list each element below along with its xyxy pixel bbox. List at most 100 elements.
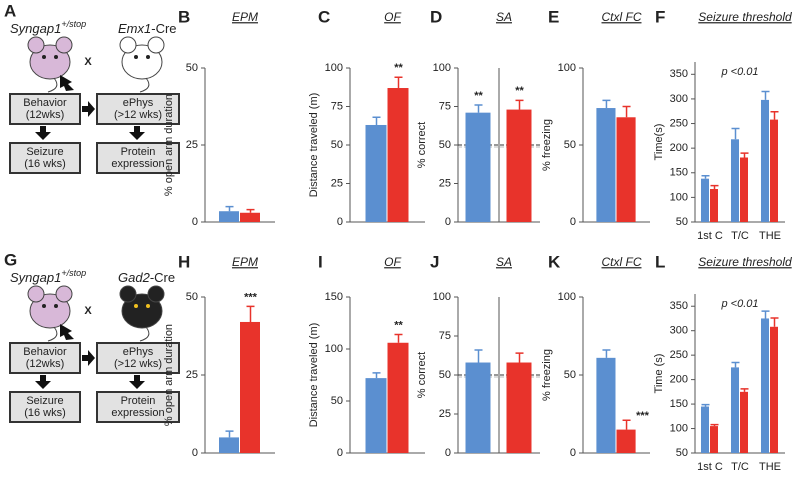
box-label: Behavior	[23, 97, 67, 109]
error-bar	[701, 174, 710, 179]
mouse-ear	[119, 285, 137, 303]
box-label: (16 wks)	[24, 158, 66, 170]
gene: Syngap1	[10, 270, 61, 285]
bar	[506, 362, 532, 453]
bar	[710, 189, 718, 222]
y-tick-label: 75	[331, 100, 343, 112]
y-tick-label: 100	[670, 191, 688, 203]
chart-title: SA	[496, 10, 512, 24]
annotation: p <0.01	[720, 298, 758, 310]
box	[96, 391, 180, 423]
bar	[365, 378, 387, 453]
panel-letter: H	[178, 252, 190, 271]
error-bar	[225, 430, 234, 438]
error-bar	[225, 205, 234, 212]
chart-title: EPM	[232, 255, 258, 269]
y-tick-label: 150	[670, 398, 688, 410]
error-bar	[710, 423, 719, 427]
chart-title: EPM	[232, 10, 258, 24]
suffix: -Cre	[150, 270, 175, 285]
error-bar	[246, 305, 255, 322]
y-tick-label: 75	[439, 330, 451, 342]
bar	[596, 108, 616, 222]
y-tick-label: 50	[439, 369, 451, 381]
box-label: (>12 wks)	[114, 358, 162, 370]
mouse-eye	[146, 304, 150, 308]
box-label: (12wks)	[26, 358, 65, 370]
box-label: ePhys	[123, 346, 154, 358]
y-tick-label: 0	[445, 447, 451, 459]
panel-letter: K	[548, 252, 561, 271]
y-tick-label: 50	[676, 447, 688, 459]
mouse-eye	[134, 55, 138, 59]
y-tick-label: 100	[433, 62, 451, 74]
significance-label: **	[515, 85, 524, 97]
arrow	[82, 350, 95, 366]
mouse-ear	[55, 36, 73, 54]
y-tick-label: 200	[670, 374, 688, 386]
bar	[770, 119, 778, 222]
y-tick-label: 0	[337, 216, 343, 228]
arrow	[60, 324, 74, 340]
y-axis-label: Distance traveled (m)	[308, 323, 320, 428]
y-tick-label: 25	[439, 408, 451, 420]
bar	[761, 99, 769, 222]
suffix: -Cre	[151, 21, 176, 36]
bar	[506, 109, 532, 222]
y-tick-label: 150	[325, 291, 343, 303]
y-tick-label: 50	[331, 395, 343, 407]
box	[9, 391, 81, 423]
cross: X	[84, 305, 92, 317]
y-tick-label: 0	[570, 447, 576, 459]
panel-letter: C	[318, 7, 330, 26]
y-axis-label: % open arm duration	[163, 94, 175, 196]
error-bar	[701, 403, 710, 407]
box-label: Protein	[121, 146, 156, 158]
allele: +/stop	[61, 19, 86, 29]
bar	[240, 321, 260, 453]
chart-title: Ctxl FC	[602, 10, 642, 24]
x-tick-label: THE	[759, 230, 781, 242]
significance-label: **	[474, 90, 483, 102]
chart: L Seizure threshold Time (s) 50 100 150 200 250…	[653, 252, 792, 472]
panel-letter: D	[430, 7, 442, 26]
bar	[219, 437, 239, 453]
error-bar	[770, 317, 779, 327]
error-bar	[740, 152, 749, 158]
error-bar	[372, 372, 381, 379]
arrow	[129, 375, 145, 389]
bar	[616, 429, 636, 453]
cross: X	[84, 56, 92, 68]
y-axis-label: Time(s)	[653, 124, 665, 161]
chart: F Seizure threshold Time(s) 50 100 150 200 250 3…	[653, 7, 792, 241]
error-bar	[761, 310, 770, 319]
gene: Syngap1	[10, 21, 61, 36]
y-tick-label: 250	[670, 349, 688, 361]
chart-title: Ctxl FC	[602, 255, 642, 269]
arrow	[35, 375, 51, 389]
error-bar	[602, 99, 611, 109]
box-label: expression	[111, 407, 164, 419]
y-axis-label: Time (s)	[653, 354, 665, 394]
y-axis-label: % correct	[416, 122, 428, 168]
y-tick-label: 200	[670, 142, 688, 154]
chart: J SA % correct 0 25 50 75 100	[416, 252, 540, 459]
bar	[616, 117, 636, 222]
bar	[740, 157, 748, 222]
error-bar	[731, 127, 740, 140]
mouse-ear	[27, 285, 45, 303]
box-label: Protein	[121, 395, 156, 407]
bar	[731, 139, 739, 222]
y-tick-label: 50	[564, 369, 576, 381]
box-label: ePhys	[123, 97, 154, 109]
bar	[731, 367, 739, 453]
y-tick-label: 50	[676, 216, 688, 228]
y-tick-label: 50	[186, 291, 198, 303]
chart: I OF Distance traveled (m) 0 50 100 150 **	[308, 252, 425, 459]
x-tick-label: T/C	[731, 461, 749, 473]
bar	[770, 326, 778, 453]
error-bar	[622, 419, 631, 430]
box	[9, 142, 81, 174]
